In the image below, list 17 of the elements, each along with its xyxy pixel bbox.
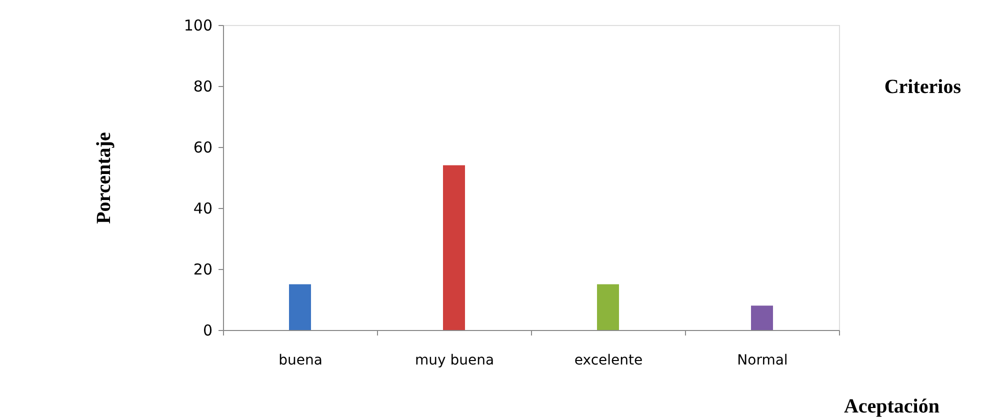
- x-tick-label: buena: [278, 352, 322, 368]
- bar: [289, 284, 311, 330]
- y-tick-label: 0: [202, 322, 212, 340]
- bar: [751, 306, 773, 330]
- y-tick-label: 60: [193, 138, 212, 156]
- y-tick-label: 40: [193, 200, 212, 218]
- y-tick-label: 20: [193, 260, 212, 278]
- bar: [597, 284, 619, 330]
- x-tick-label: excelente: [574, 352, 643, 368]
- y-tick-label: 100: [184, 16, 212, 34]
- x-tick-label: Normal: [737, 352, 788, 368]
- x-tick-label: muy buena: [414, 352, 494, 368]
- y-axis-title: Porcentaje: [92, 132, 115, 224]
- x-axis-title: Aceptación: [844, 396, 940, 418]
- bar: [443, 165, 465, 330]
- y-tick-label: 80: [193, 78, 212, 96]
- text: Criterios: [884, 76, 962, 98]
